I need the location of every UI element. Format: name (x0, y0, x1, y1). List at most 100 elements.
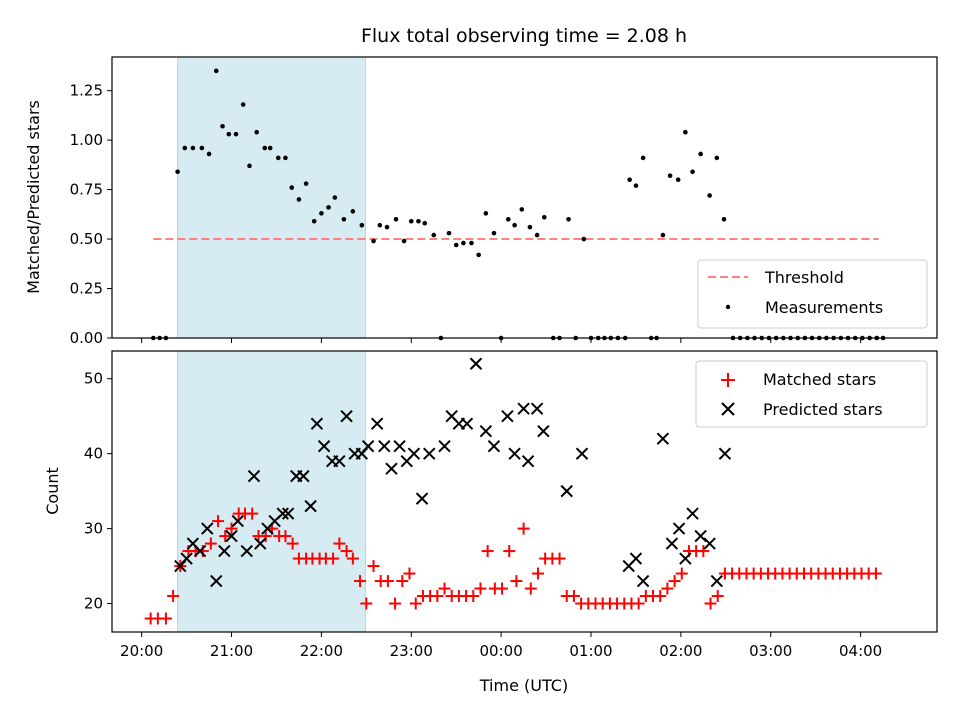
predicted-star-point-18 (304, 499, 317, 513)
legend-predicted-swatch (721, 402, 735, 416)
ratio-legend-box (697, 259, 928, 329)
predicted-star-point-43 (508, 447, 521, 460)
count-y-tick-label-3: 50 (84, 370, 103, 388)
measurement-point-17 (275, 155, 281, 161)
matched-star-point-69 (632, 597, 645, 610)
matched-star-point-48 (481, 545, 494, 558)
predicted-star-point-27 (370, 417, 384, 430)
predicted-star-point-3 (193, 544, 207, 558)
measurement-point-65 (633, 183, 639, 188)
measurement-point-27 (350, 209, 356, 214)
legend-measurements-label: Measurements (765, 298, 883, 317)
predicted-star-point-19 (310, 417, 324, 430)
measurement-point-14 (254, 129, 259, 135)
measurement-point-48 (512, 222, 517, 228)
matched-star-point-16 (259, 530, 272, 543)
predicted-star-point-48 (560, 484, 573, 498)
measurement-point-66 (640, 155, 646, 161)
measurement-point-19 (289, 185, 295, 190)
x-axis-label: Time (UTC) (479, 676, 568, 695)
observing-window-bottom (177, 350, 366, 633)
legend-predicted-label: Predicted stars (763, 400, 883, 419)
matched-star-point-52 (510, 575, 523, 588)
predicted-star-point-45 (521, 454, 535, 468)
predicted-star-point-10 (247, 469, 261, 483)
predicted-star-point-47 (537, 424, 550, 438)
x-tick-label-0: 20:00 (120, 642, 163, 660)
matched-star-point-78 (697, 545, 710, 558)
predicted-star-point-40 (479, 424, 493, 438)
predicted-star-point-14 (276, 507, 289, 520)
predicted-star-point-49 (575, 447, 589, 460)
predicted-star-point-28 (378, 439, 391, 453)
matched-star-point-35 (389, 597, 402, 610)
measurement-point-15 (262, 145, 268, 151)
observing-window-top (177, 56, 366, 339)
measurement-point-26 (341, 216, 347, 222)
matched-star-point-42 (438, 582, 451, 595)
predicted-star-point-22 (333, 454, 346, 468)
predicted-star-point-32 (407, 447, 421, 460)
legend-measurements-swatch (725, 304, 731, 310)
x-tick-label-7: 03:00 (749, 642, 792, 660)
matched-star-point-2 (159, 612, 172, 625)
predicted-star-point-4 (201, 522, 214, 535)
predicted-star-point-57 (686, 507, 699, 520)
matched-star-point-30 (354, 575, 367, 588)
measurement-point-49 (519, 207, 525, 212)
measurement-point-75 (707, 193, 712, 198)
matched-star-point-102 (869, 567, 882, 580)
count-observing-window-layer (177, 350, 366, 633)
measurement-point-74 (698, 151, 703, 157)
matched-star-point-53 (517, 522, 530, 535)
predicted-star-point-51 (629, 552, 643, 565)
measurement-point-71 (675, 177, 681, 182)
matched-star-point-55 (531, 567, 544, 580)
predicted-star-point-59 (703, 537, 716, 550)
predicted-star-point-41 (487, 439, 501, 453)
predicted-star-point-53 (656, 432, 670, 445)
predicted-star-point-55 (672, 522, 686, 535)
measurement-point-11 (233, 131, 239, 137)
predicted-star-point-39 (469, 357, 483, 370)
ratio-axes-frame (111, 56, 938, 339)
matched-star-point-38 (409, 597, 422, 610)
measurement-point-8 (213, 68, 219, 74)
count-ticks: 20 30 40 50 20:00 21:00 22:00 23:00 00:00 01:00 02… (84, 370, 882, 660)
count-subplot: 20 30 40 50 20:00 21:00 22:00 23:00 00:00 01:00 02… (43, 350, 938, 695)
predicted-star-point-46 (530, 402, 544, 415)
matched-star-point-9 (212, 515, 225, 528)
matched-star-point-3 (167, 590, 180, 603)
count-y-tick-label-2: 40 (84, 445, 103, 463)
predicted-star-point-42 (501, 409, 514, 423)
ratio-y-tick-label-2: 0.50 (70, 230, 103, 248)
ratio-legend: Threshold Measurements (697, 259, 928, 329)
x-tick-label-6: 02:00 (659, 642, 702, 660)
measurement-point-18 (283, 155, 288, 161)
measurement-point-40 (453, 242, 459, 248)
count-y-axis-label: Count (43, 467, 62, 515)
matched-star-point-20 (286, 537, 299, 550)
measurement-point-37 (431, 232, 437, 238)
x-tick-label-1: 21:00 (210, 642, 253, 660)
measurement-point-51 (534, 232, 540, 238)
predicted-star-point-44 (517, 402, 530, 415)
measurement-point-32 (393, 216, 399, 222)
measurement-point-69 (660, 232, 666, 238)
chart-title: Flux total observing time = 2.08 h (361, 25, 687, 47)
predicted-star-point-20 (317, 439, 331, 453)
measurement-point-6 (199, 145, 205, 151)
predicted-star-point-58 (694, 529, 707, 543)
matched-star-point-79 (704, 597, 717, 610)
x-tick-label-2: 22:00 (300, 642, 343, 660)
predicted-star-point-60 (710, 574, 724, 588)
measurement-point-21 (303, 181, 309, 186)
count-legend-box (695, 360, 928, 428)
count-legend: Matched stars Predicted stars (695, 360, 928, 428)
measurement-point-76 (714, 155, 720, 161)
measurement-point-25 (332, 195, 338, 200)
predicted-star-point-9 (240, 544, 254, 558)
measurement-point-52 (541, 214, 547, 220)
matched-star-point-27 (333, 537, 346, 550)
predicted-star-point-52 (636, 574, 650, 588)
